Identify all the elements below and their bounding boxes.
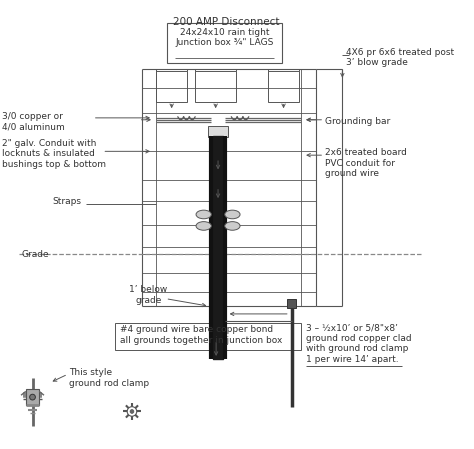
Bar (268, 71, 300, 101)
Text: 2x6 treated board
PVC conduit for
ground wire: 2x6 treated board PVC conduit for ground… (325, 149, 407, 178)
Ellipse shape (196, 210, 211, 219)
Bar (209, 126, 228, 137)
Bar (156, 71, 187, 101)
Text: 200 AMP Disconnect: 200 AMP Disconnect (173, 18, 280, 27)
Text: This style
ground rod clamp: This style ground rod clamp (69, 369, 149, 388)
Text: 3 – ½x10’ or 5/8"x8’
ground rod copper clad
with ground rod clamp
1 per wire 14’: 3 – ½x10’ or 5/8"x8’ ground rod copper c… (306, 323, 411, 364)
Text: 2" galv. Conduit with
locknuts & insulated
bushings top & bottom: 2" galv. Conduit with locknuts & insulat… (2, 139, 106, 169)
Bar (167, 23, 282, 63)
Bar (195, 71, 236, 101)
Circle shape (30, 394, 36, 400)
Text: Grade: Grade (21, 250, 49, 259)
Circle shape (127, 407, 137, 416)
Text: Straps: Straps (53, 197, 82, 206)
Text: 24x24x10 rain tight
Junction box ¾" LAGS: 24x24x10 rain tight Junction box ¾" LAGS (175, 28, 274, 48)
Text: #4 ground wire bare copper bond
all grounds together in junction box: #4 ground wire bare copper bond all grou… (119, 326, 282, 345)
Text: 3/0 copper or
4/0 aluminum: 3/0 copper or 4/0 aluminum (2, 112, 64, 132)
Text: 4X6 pr 6x6 treated post
3’ blow grade: 4X6 pr 6x6 treated post 3’ blow grade (346, 48, 454, 67)
Bar (287, 299, 296, 308)
Bar (115, 323, 301, 350)
Ellipse shape (225, 210, 240, 219)
Text: 1’ below
grade: 1’ below grade (129, 285, 167, 304)
Ellipse shape (196, 222, 211, 230)
Circle shape (130, 409, 134, 414)
Bar (26, 389, 39, 405)
Ellipse shape (225, 222, 240, 230)
Text: Grounding bar: Grounding bar (325, 117, 391, 126)
